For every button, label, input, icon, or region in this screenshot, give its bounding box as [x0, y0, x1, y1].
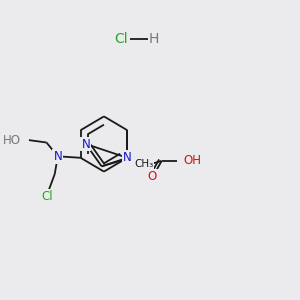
- Text: N: N: [123, 151, 132, 164]
- Text: Cl: Cl: [115, 32, 128, 46]
- Text: HO: HO: [3, 134, 21, 147]
- Text: H: H: [148, 32, 159, 46]
- Text: CH₃: CH₃: [134, 160, 153, 170]
- Text: O: O: [148, 170, 157, 183]
- Text: N: N: [81, 137, 90, 151]
- Text: Cl: Cl: [41, 190, 53, 203]
- Text: N: N: [53, 150, 62, 163]
- Text: OH: OH: [183, 154, 201, 167]
